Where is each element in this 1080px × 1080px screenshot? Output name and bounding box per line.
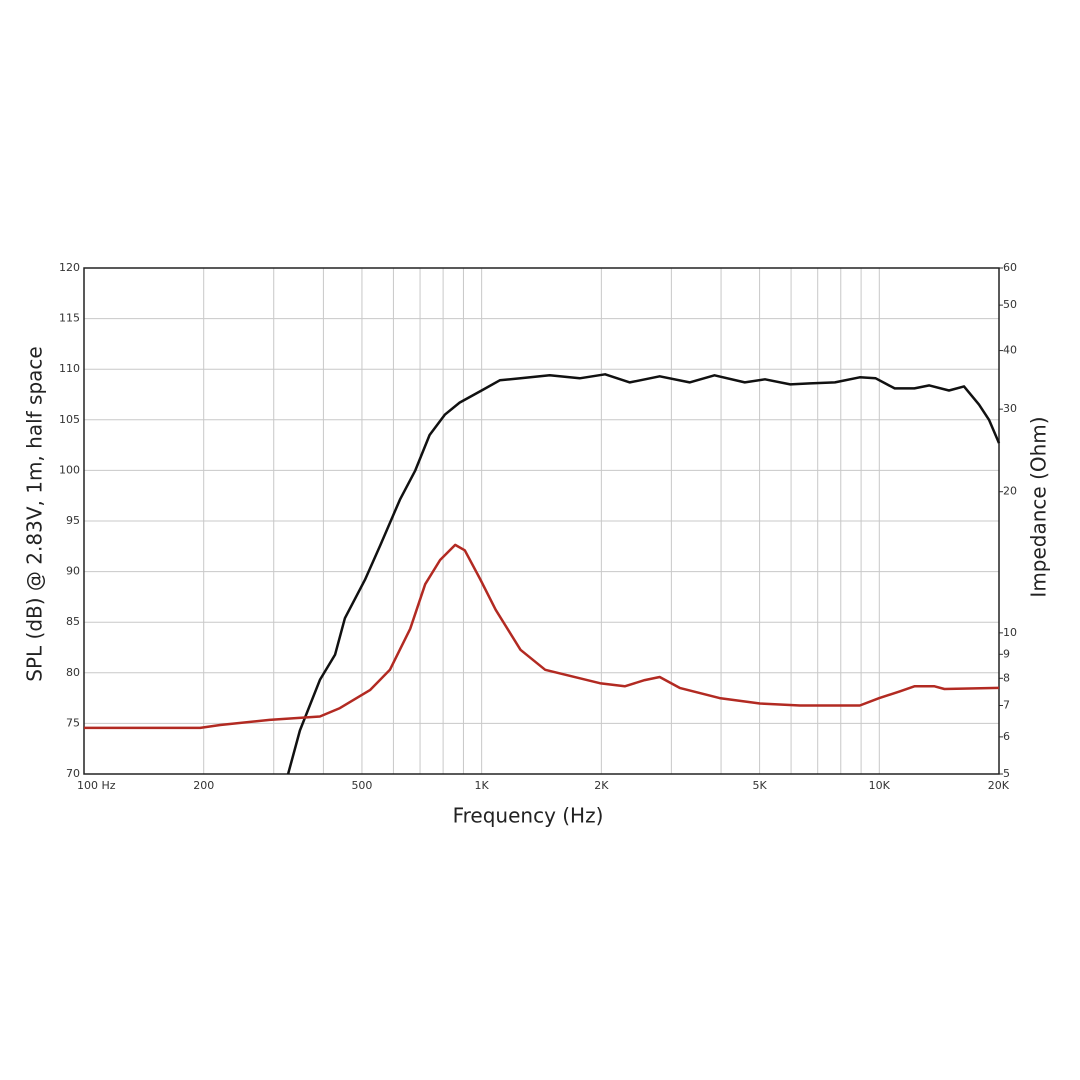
x-tick-label: 100 Hz <box>77 779 116 792</box>
y-axis-title: SPL (dB) @ 2.83V, 1m, half space <box>23 346 47 681</box>
y2-tick-label: 10 <box>1003 626 1017 639</box>
y2-tick-label: 40 <box>1003 344 1017 357</box>
y2-tick-label: 30 <box>1003 402 1017 415</box>
x-tick-label: 5K <box>752 779 767 792</box>
y2-tick-label: 8 <box>1003 671 1010 684</box>
y-tick-label: 70 <box>66 767 80 780</box>
series-line <box>84 543 1000 730</box>
y-tick-label: 120 <box>59 261 80 274</box>
x-tick-label: 20K <box>988 779 1010 792</box>
y2-tick-label: 5 <box>1003 767 1010 780</box>
y-tick-label: 80 <box>66 666 80 679</box>
y2-tick-label: 20 <box>1003 485 1017 498</box>
y-tick-label: 75 <box>66 716 80 729</box>
x-tick-label: 1K <box>475 779 490 792</box>
y2-tick-label: 60 <box>1003 261 1017 274</box>
y-tick-label: 100 <box>59 463 80 476</box>
y-tick-label: 95 <box>66 514 80 527</box>
x-tick-label: 2K <box>594 779 609 792</box>
x-axis-title: Frequency (Hz) <box>453 804 604 828</box>
x-tick-label: 200 <box>193 779 214 792</box>
y2-tick-label: 50 <box>1003 298 1017 311</box>
series-line <box>286 373 1001 775</box>
y-tick-label: 90 <box>66 565 80 578</box>
y2-axis-title: Impedance (Ohm) <box>1027 416 1051 597</box>
y-tick-label: 115 <box>59 312 80 325</box>
plot-frame <box>83 267 1000 775</box>
x-tick-label: 500 <box>351 779 372 792</box>
y2-tick-label: 6 <box>1003 730 1010 743</box>
y-tick-label: 110 <box>59 362 80 375</box>
y2-tick-label: 7 <box>1003 698 1010 711</box>
y2-tick-label: 9 <box>1003 647 1010 660</box>
y-tick-label: 85 <box>66 615 80 628</box>
x-tick-label: 10K <box>869 779 891 792</box>
y-tick-label: 105 <box>59 413 80 426</box>
